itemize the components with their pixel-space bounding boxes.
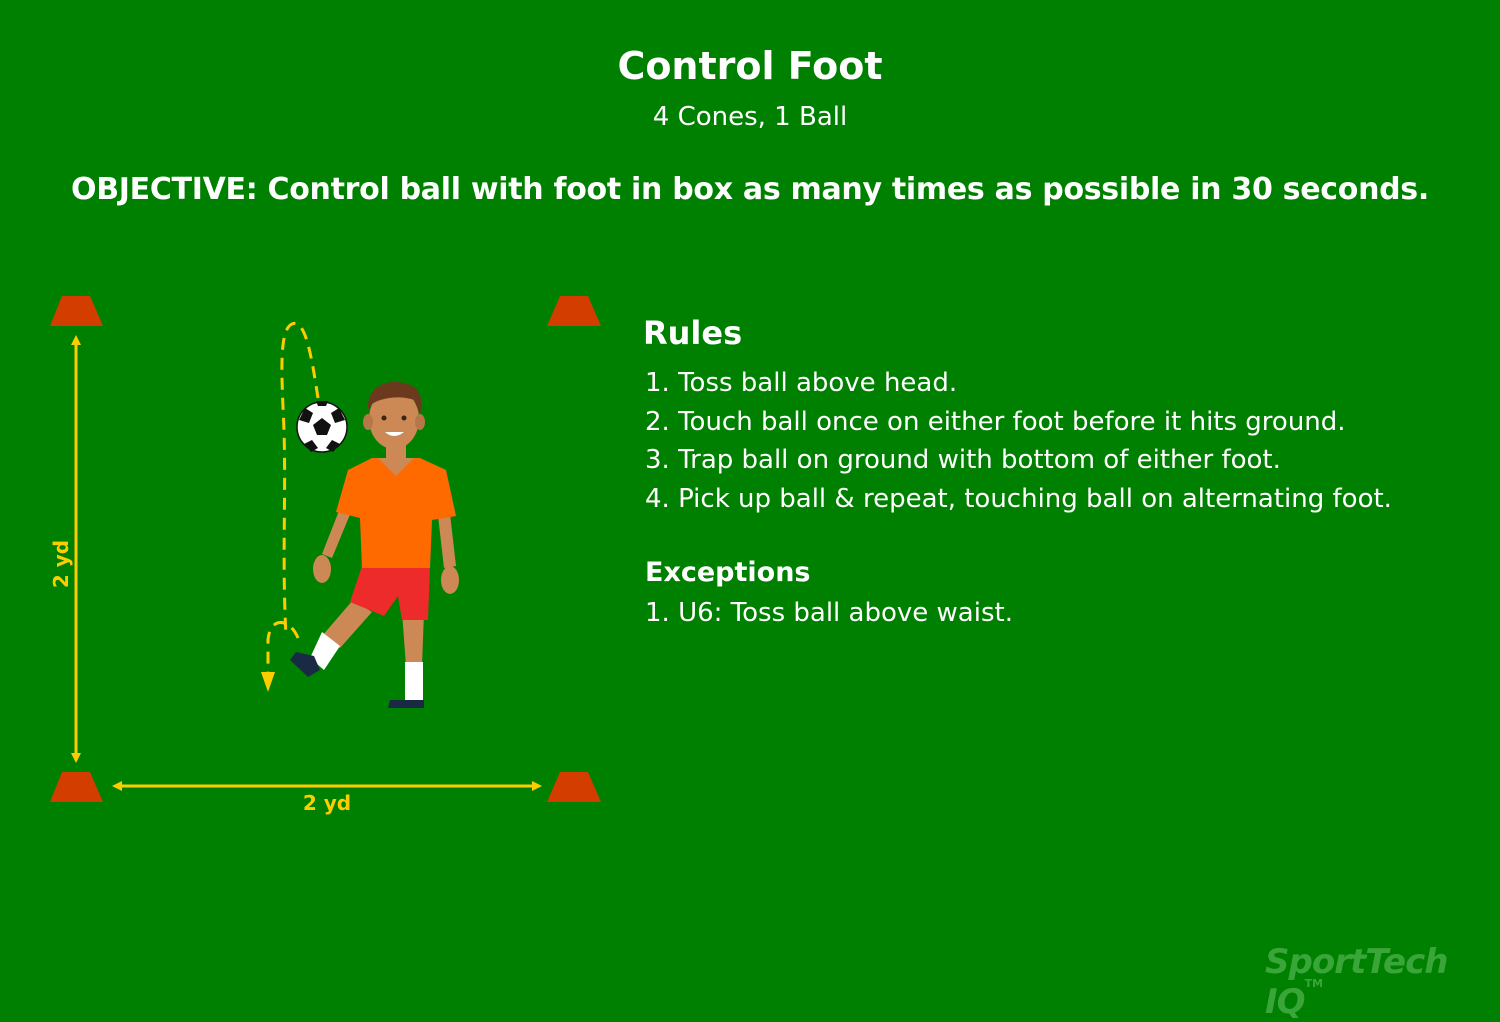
exceptions-list: 1. U6: Toss ball above waist. — [645, 594, 1013, 632]
rules-list: 1. Toss ball above head. 2. Touch ball o… — [645, 364, 1392, 518]
exceptions-heading: Exceptions — [645, 557, 811, 588]
rule-item: 4. Pick up ball & repeat, touching ball … — [645, 480, 1392, 519]
drill-diagram: 2 yd 2 yd — [0, 280, 620, 840]
equipment-list: 4 Cones, 1 Ball — [0, 102, 1500, 132]
rules-heading: Rules — [643, 314, 742, 352]
rule-item: 2. Touch ball once on either foot before… — [645, 403, 1392, 442]
vertical-dimension-label: 2 yd — [49, 540, 73, 588]
trademark-mark: TM — [1305, 977, 1323, 990]
trajectory-arrowhead-icon — [261, 672, 275, 692]
cone-top-right — [547, 296, 601, 326]
drill-title: Control Foot — [0, 44, 1500, 88]
soccer-ball-icon — [297, 401, 347, 452]
ball-trajectory — [268, 323, 318, 680]
rule-item: 3. Trap ball on ground with bottom of ei… — [645, 441, 1392, 480]
horizontal-dimension-label: 2 yd — [303, 791, 351, 815]
exception-item: 1. U6: Toss ball above waist. — [645, 594, 1013, 632]
cone-top-left — [50, 296, 103, 326]
cone-bottom-left — [50, 772, 103, 802]
objective-text: OBJECTIVE: Control ball with foot in box… — [0, 172, 1500, 207]
brand-name: SportTech IQ — [1265, 942, 1447, 1022]
cone-bottom-right — [547, 772, 601, 802]
brand-logo: SportTech IQTM — [1265, 942, 1500, 1022]
rule-item: 1. Toss ball above head. — [645, 364, 1392, 403]
